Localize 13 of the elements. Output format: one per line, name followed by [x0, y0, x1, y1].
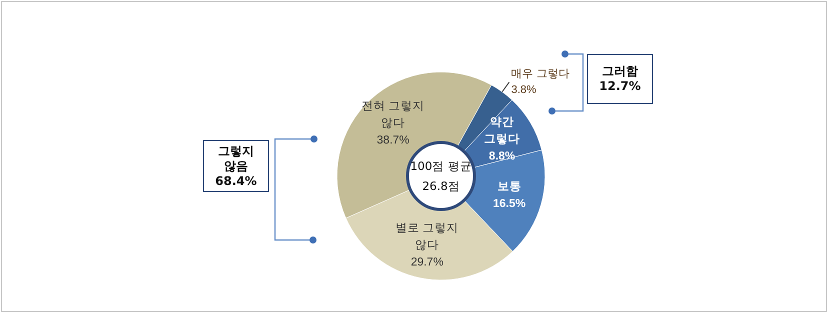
text: 그렇지 않음 68.4% — [203, 140, 269, 192]
data-label: 38.7% — [376, 134, 410, 147]
slice-label: 전혀 그렇지 않다 — [361, 100, 425, 130]
text: 그러함 12.7% — [587, 54, 653, 104]
slice-label: 별로 그렇지 않다 — [396, 222, 459, 252]
slice-label: 약간 그렇다 — [484, 116, 520, 146]
data-label: 16.5% — [492, 198, 526, 210]
data-label: 3.8% — [511, 84, 536, 96]
data-label: 8.8% — [488, 150, 516, 163]
data-label: 29.7% — [410, 256, 444, 269]
slice-label: 보통 — [497, 181, 522, 194]
slice-label: 매우 그렇다 — [511, 68, 570, 80]
text: 100점 평균 26.8점 — [410, 159, 472, 193]
